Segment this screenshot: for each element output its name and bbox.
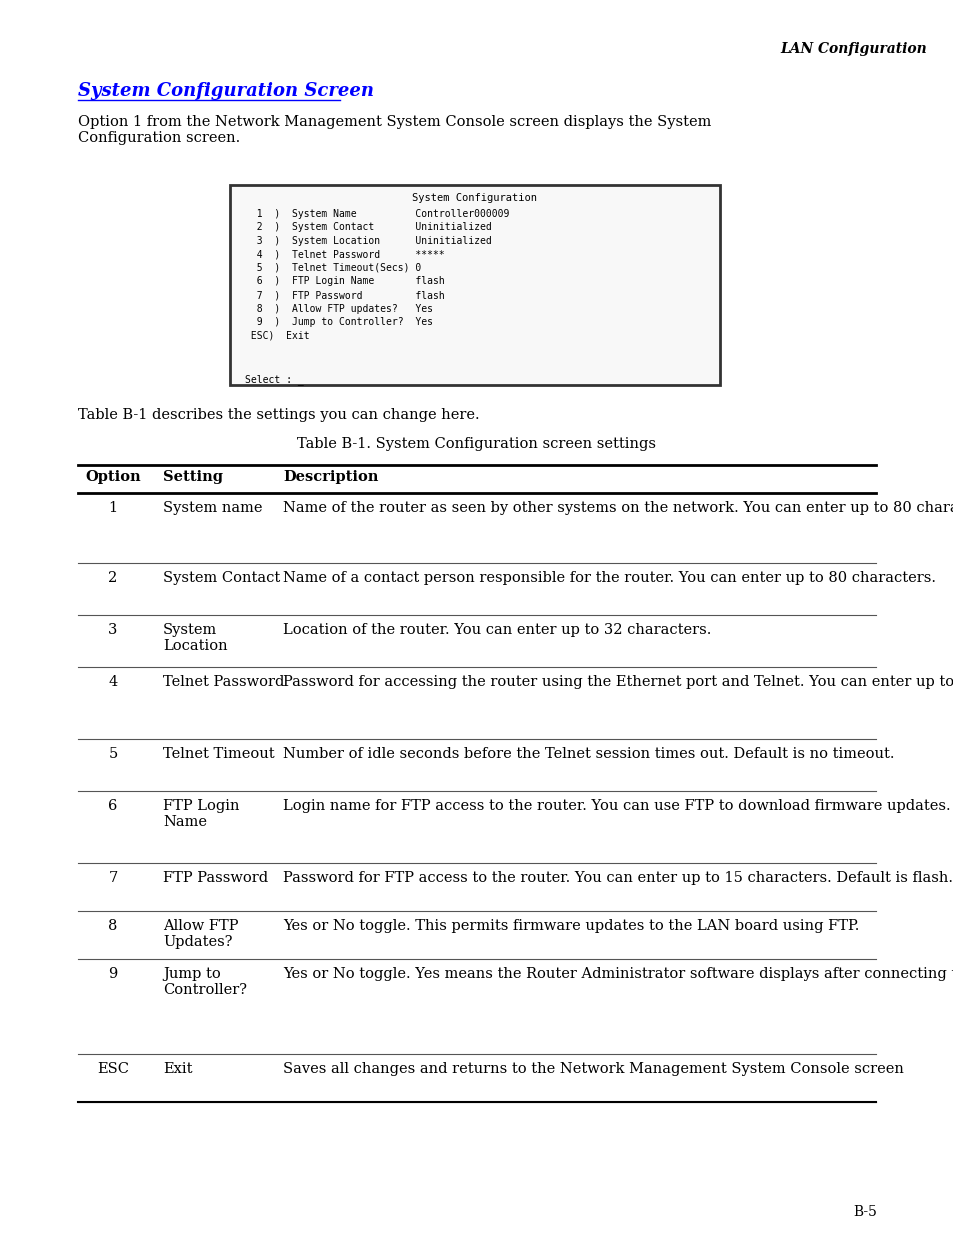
Text: 4: 4 [109, 676, 117, 689]
Text: Yes or No toggle. Yes means the Router Administrator software displays after con: Yes or No toggle. Yes means the Router A… [283, 967, 953, 981]
Text: Password for accessing the router using the Ethernet port and Telnet. You can en: Password for accessing the router using … [283, 676, 953, 689]
Text: 8  )  Allow FTP updates?   Yes: 8 ) Allow FTP updates? Yes [245, 304, 433, 314]
Text: System
Location: System Location [163, 622, 228, 653]
Text: System Contact: System Contact [163, 571, 280, 585]
Text: Name of the router as seen by other systems on the network. You can enter up to : Name of the router as seen by other syst… [283, 501, 953, 515]
Text: FTP Password: FTP Password [163, 871, 268, 885]
Text: Number of idle seconds before the Telnet session times out. Default is no timeou: Number of idle seconds before the Telnet… [283, 747, 894, 761]
Text: Table B-1. System Configuration screen settings: Table B-1. System Configuration screen s… [297, 437, 656, 451]
Text: Telnet Timeout: Telnet Timeout [163, 747, 274, 761]
Text: Option: Option [85, 471, 141, 484]
Text: Jump to
Controller?: Jump to Controller? [163, 967, 247, 997]
Text: 3  )  System Location      Uninitialized: 3 ) System Location Uninitialized [245, 236, 491, 246]
Text: ESC: ESC [97, 1062, 129, 1076]
Text: 8: 8 [109, 919, 117, 932]
Text: Login name for FTP access to the router. You can use FTP to download firmware up: Login name for FTP access to the router.… [283, 799, 953, 813]
Text: 9  )  Jump to Controller?  Yes: 9 ) Jump to Controller? Yes [245, 317, 433, 327]
Text: Table B-1 describes the settings you can change here.: Table B-1 describes the settings you can… [78, 408, 479, 422]
Text: System name: System name [163, 501, 262, 515]
Text: 4  )  Telnet Password      *****: 4 ) Telnet Password ***** [245, 249, 444, 259]
Text: 1  )  System Name          Controller000009: 1 ) System Name Controller000009 [245, 209, 509, 219]
Text: LAN Configuration: LAN Configuration [780, 42, 925, 56]
Text: 6  )  FTP Login Name       flash: 6 ) FTP Login Name flash [245, 277, 444, 287]
Text: Name of a contact person responsible for the router. You can enter up to 80 char: Name of a contact person responsible for… [283, 571, 935, 585]
Text: 9: 9 [109, 967, 117, 981]
Text: Select : _: Select : _ [245, 374, 303, 385]
Text: Exit: Exit [163, 1062, 193, 1076]
Text: 5: 5 [109, 747, 117, 761]
Text: System Configuration Screen: System Configuration Screen [78, 82, 374, 100]
Text: Description: Description [283, 471, 378, 484]
Text: 6: 6 [109, 799, 117, 813]
Text: Option 1 from the Network Management System Console screen displays the System
C: Option 1 from the Network Management Sys… [78, 115, 711, 146]
Bar [230, 185, 720, 385]
Text: Allow FTP
Updates?: Allow FTP Updates? [163, 919, 238, 950]
Text: 7  )  FTP Password         flash: 7 ) FTP Password flash [245, 290, 444, 300]
Text: ESC)  Exit: ESC) Exit [245, 331, 310, 341]
Text: Password for FTP access to the router. You can enter up to 15 characters. Defaul: Password for FTP access to the router. Y… [283, 871, 952, 885]
Text: 2  )  System Contact       Uninitialized: 2 ) System Contact Uninitialized [245, 222, 491, 232]
Text: 3: 3 [109, 622, 117, 637]
Text: Telnet Password: Telnet Password [163, 676, 284, 689]
Text: FTP Login
Name: FTP Login Name [163, 799, 239, 829]
Text: Saves all changes and returns to the Network Management System Console screen: Saves all changes and returns to the Net… [283, 1062, 902, 1076]
Text: 1: 1 [109, 501, 117, 515]
Text: 7: 7 [109, 871, 117, 885]
Text: Setting: Setting [163, 471, 223, 484]
Text: System Configuration: System Configuration [412, 193, 537, 203]
Text: Yes or No toggle. This permits firmware updates to the LAN board using FTP.: Yes or No toggle. This permits firmware … [283, 919, 859, 932]
Text: Location of the router. You can enter up to 32 characters.: Location of the router. You can enter up… [283, 622, 711, 637]
Text: B-5: B-5 [852, 1205, 876, 1219]
Text: 5  )  Telnet Timeout(Secs) 0: 5 ) Telnet Timeout(Secs) 0 [245, 263, 421, 273]
Text: 2: 2 [109, 571, 117, 585]
